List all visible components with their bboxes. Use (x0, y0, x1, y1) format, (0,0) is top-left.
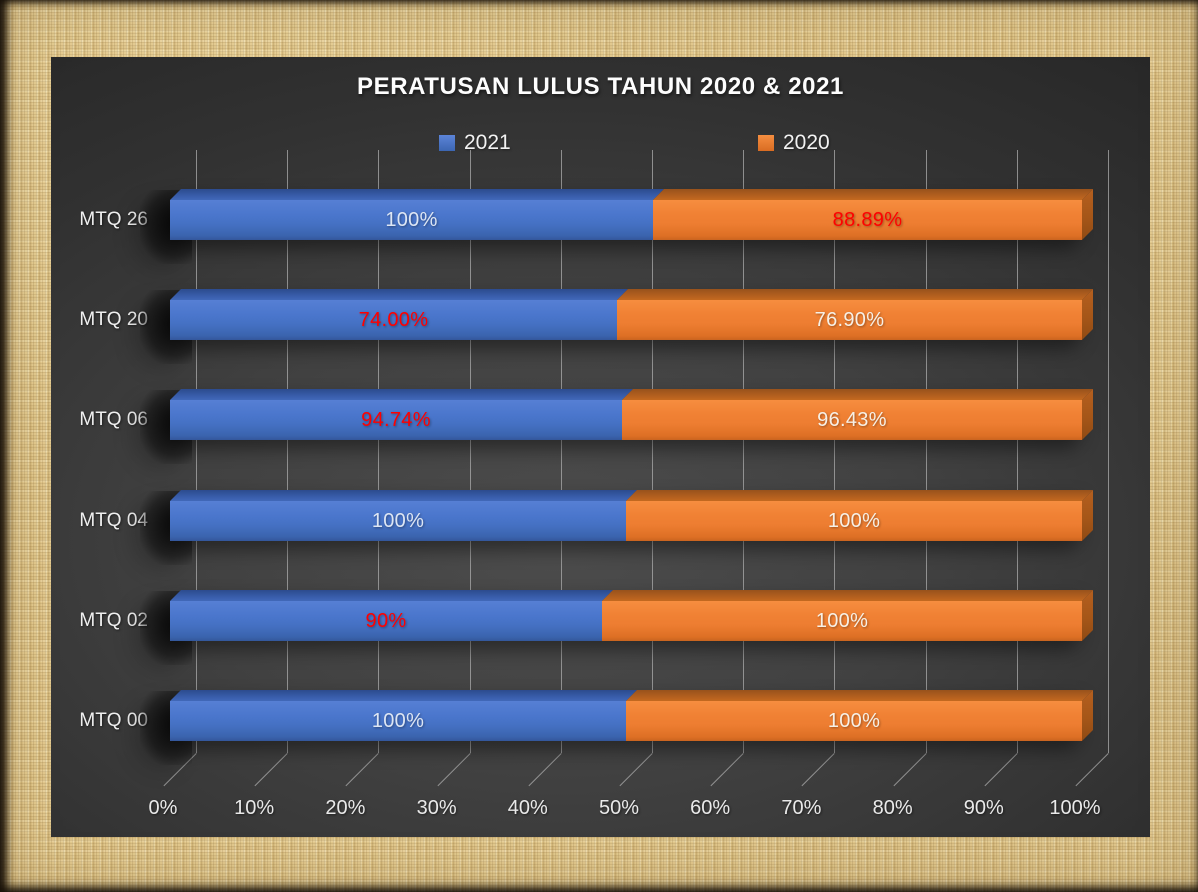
chart-panel: PERATUSAN LULUS TAHUN 2020 & 2021 2021 2… (51, 57, 1150, 837)
gridline-floor-elbow (619, 753, 653, 787)
x-axis-tick-label: 30% (416, 797, 457, 819)
category-label: MTQ 02 (79, 610, 148, 631)
category-label: MTQ 26 (79, 209, 148, 230)
legend-swatch-2020 (758, 135, 774, 151)
x-axis-tick-label: 90% (963, 797, 1004, 819)
bar-value-label: 74.00% (358, 308, 429, 331)
gridline-floor-elbow (254, 753, 288, 787)
bar-value-label: 96.43% (817, 408, 887, 431)
bar-segment-2021: 74.00% (170, 300, 617, 340)
bar-segment-2020: 100% (602, 601, 1082, 641)
gridline (1108, 150, 1109, 753)
category-label: MTQ 04 (79, 510, 148, 531)
gridline (1016, 150, 1018, 753)
category-label: MTQ 20 (79, 309, 148, 330)
gridline-floor-elbow (1075, 753, 1109, 787)
x-axis-tick-label: 50% (598, 797, 640, 819)
bar-row-mtq-20: 74.00% 76.90% (140, 290, 1082, 364)
x-axis-tick-label: 0% (148, 797, 178, 819)
bar-segment-2021: 100% (170, 501, 626, 541)
chart-title: PERATUSAN LULUS TAHUN 2020 & 2021 (356, 73, 844, 100)
bar-value-label: 100% (371, 709, 425, 732)
gridline (834, 150, 836, 753)
gridline (743, 150, 745, 753)
legend-item-2020: 2020 (758, 131, 830, 155)
bar-value-label: 76.90% (814, 308, 885, 331)
bar-segment-2021: 100% (170, 200, 653, 240)
gridline (469, 150, 471, 753)
bar-row-mtq-02: 90% 100% (140, 591, 1082, 665)
gridline-floor-elbow (893, 753, 927, 787)
gridline-floor-elbow (710, 753, 744, 787)
category-label: MTQ 00 (79, 710, 148, 731)
bar-row-mtq-06: 94.74% 96.43% (140, 390, 1082, 464)
gridline (925, 150, 927, 753)
bar-value-label: 100% (815, 609, 869, 632)
bar-segment-2021: 100% (170, 701, 626, 741)
bar-segment-2020: 100% (626, 701, 1082, 741)
legend-swatch-2021 (439, 135, 455, 151)
gridline-floor-elbow (528, 753, 562, 787)
x-axis-tick-label: 40% (507, 797, 548, 819)
category-label: MTQ 06 (79, 409, 148, 430)
bar-segment-2020: 100% (626, 501, 1082, 541)
gridline-floor-elbow (345, 753, 380, 787)
bar-segment-2021: 94.74% (170, 400, 622, 440)
gridline (652, 150, 653, 753)
bar-value-label: 100% (371, 509, 425, 532)
bar-row-mtq-00: 100% 100% (140, 691, 1082, 765)
bar-segment-2020: 96.43% (622, 400, 1082, 440)
x-axis-tick-label: 80% (872, 797, 913, 819)
bar-value-label: 94.74% (361, 408, 431, 431)
gridline (287, 150, 289, 753)
x-axis-tick-label: 60% (690, 797, 731, 819)
bar-value-label: 90% (365, 609, 407, 632)
x-axis-tick-label: 20% (325, 797, 366, 819)
legend-label-2021: 2021 (464, 131, 511, 154)
gridline (560, 150, 562, 753)
bar-value-label: 100% (385, 208, 438, 231)
x-axis-tick-label: 10% (234, 797, 275, 819)
bar-row-mtq-04: 100% 100% (140, 491, 1082, 565)
bar-segment-2021: 90% (170, 601, 602, 641)
gridline (378, 150, 380, 753)
bar-row-mtq-26: 100% 88.89% (140, 190, 1082, 264)
gridline-floor-elbow (984, 753, 1018, 787)
gridline-floor-elbow (801, 753, 836, 787)
legend-label-2020: 2020 (783, 131, 830, 154)
gridline-floor-elbow (437, 753, 471, 787)
bar-value-label: 88.89% (832, 208, 903, 231)
legend-item-2021: 2021 (439, 131, 511, 155)
bar-value-label: 100% (827, 709, 881, 732)
x-axis-tick-label: 70% (781, 797, 822, 819)
bar-value-label: 100% (827, 509, 881, 532)
bar-segment-2020: 88.89% (653, 200, 1082, 240)
gridline (196, 150, 197, 753)
x-axis-tick-label: 100% (1049, 797, 1101, 819)
bar-segment-2020: 76.90% (617, 300, 1082, 340)
